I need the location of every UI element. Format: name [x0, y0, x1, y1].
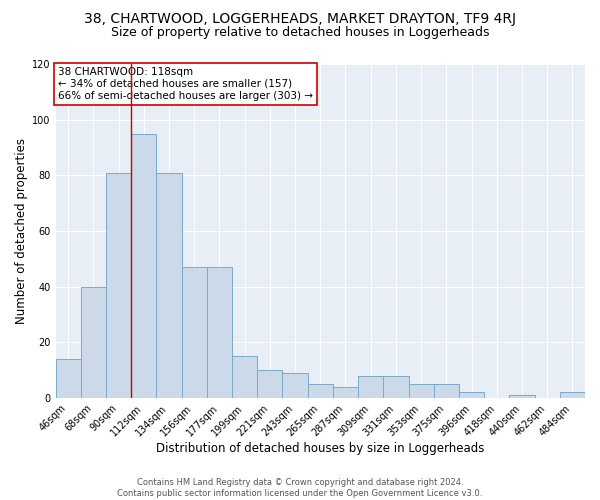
Bar: [409, 384, 434, 398]
Bar: [358, 376, 383, 398]
Bar: [207, 267, 232, 398]
Bar: [509, 396, 535, 398]
Bar: [257, 370, 283, 398]
Bar: [560, 392, 585, 398]
Bar: [283, 373, 308, 398]
Bar: [434, 384, 459, 398]
Bar: [383, 376, 409, 398]
Bar: [308, 384, 333, 398]
Bar: [182, 267, 207, 398]
Bar: [106, 172, 131, 398]
Bar: [459, 392, 484, 398]
Text: Size of property relative to detached houses in Loggerheads: Size of property relative to detached ho…: [111, 26, 489, 39]
X-axis label: Distribution of detached houses by size in Loggerheads: Distribution of detached houses by size …: [156, 442, 484, 455]
Text: Contains HM Land Registry data © Crown copyright and database right 2024.
Contai: Contains HM Land Registry data © Crown c…: [118, 478, 482, 498]
Bar: [131, 134, 157, 398]
Text: 38 CHARTWOOD: 118sqm
← 34% of detached houses are smaller (157)
66% of semi-deta: 38 CHARTWOOD: 118sqm ← 34% of detached h…: [58, 68, 313, 100]
Bar: [232, 356, 257, 398]
Y-axis label: Number of detached properties: Number of detached properties: [15, 138, 28, 324]
Bar: [333, 387, 358, 398]
Bar: [157, 172, 182, 398]
Bar: [56, 359, 81, 398]
Bar: [81, 286, 106, 398]
Text: 38, CHARTWOOD, LOGGERHEADS, MARKET DRAYTON, TF9 4RJ: 38, CHARTWOOD, LOGGERHEADS, MARKET DRAYT…: [84, 12, 516, 26]
